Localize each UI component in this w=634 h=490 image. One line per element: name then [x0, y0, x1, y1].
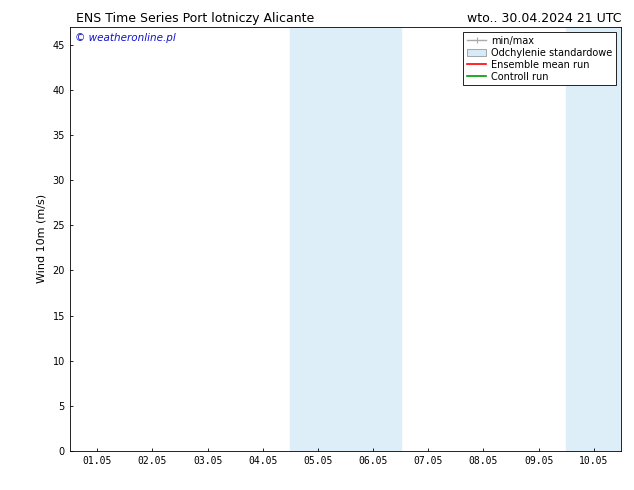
Text: wto.. 30.04.2024 21 UTC: wto.. 30.04.2024 21 UTC — [467, 12, 621, 25]
Text: © weatheronline.pl: © weatheronline.pl — [75, 33, 176, 43]
Legend: min/max, Odchylenie standardowe, Ensemble mean run, Controll run: min/max, Odchylenie standardowe, Ensembl… — [463, 32, 616, 85]
Bar — [566, 27, 621, 451]
Y-axis label: Wind 10m (m/s): Wind 10m (m/s) — [37, 195, 47, 283]
Bar — [290, 27, 401, 451]
Text: ENS Time Series Port lotniczy Alicante: ENS Time Series Port lotniczy Alicante — [76, 12, 314, 25]
